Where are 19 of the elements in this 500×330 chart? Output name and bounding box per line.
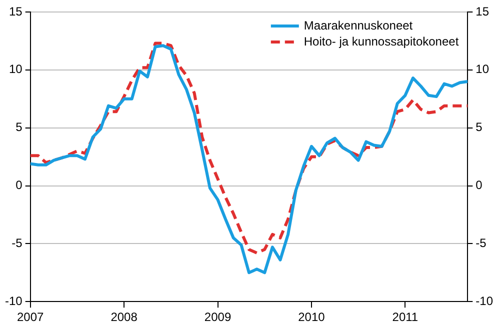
legend-label: Hoito- ja kunnossapitokoneet (304, 34, 460, 48)
x-tick-label: 2009 (204, 310, 232, 324)
y-tick-label: 10 (8, 62, 23, 76)
y-tick-label: 15 (8, 4, 23, 18)
x-tick-label: 2007 (16, 310, 44, 324)
x-tick-label: 2008 (110, 310, 138, 324)
y-tick-label: 5 (16, 120, 23, 134)
y2-tick-label: -5 (476, 236, 487, 250)
y2-tick-label: 5 (476, 120, 483, 134)
y-tick-label: -5 (12, 236, 23, 250)
legend-label: Maarakennuskoneet (304, 18, 414, 32)
y-tick-label: 0 (16, 178, 23, 192)
y2-tick-label: 0 (476, 178, 483, 192)
x-tick-label: 2011 (392, 310, 418, 324)
y2-tick-label: 15 (476, 4, 490, 18)
y-tick-label: -10 (5, 294, 23, 308)
y2-tick-label: -10 (476, 294, 494, 308)
y2-tick-label: 10 (476, 62, 490, 76)
x-tick-label: 2010 (298, 310, 326, 324)
